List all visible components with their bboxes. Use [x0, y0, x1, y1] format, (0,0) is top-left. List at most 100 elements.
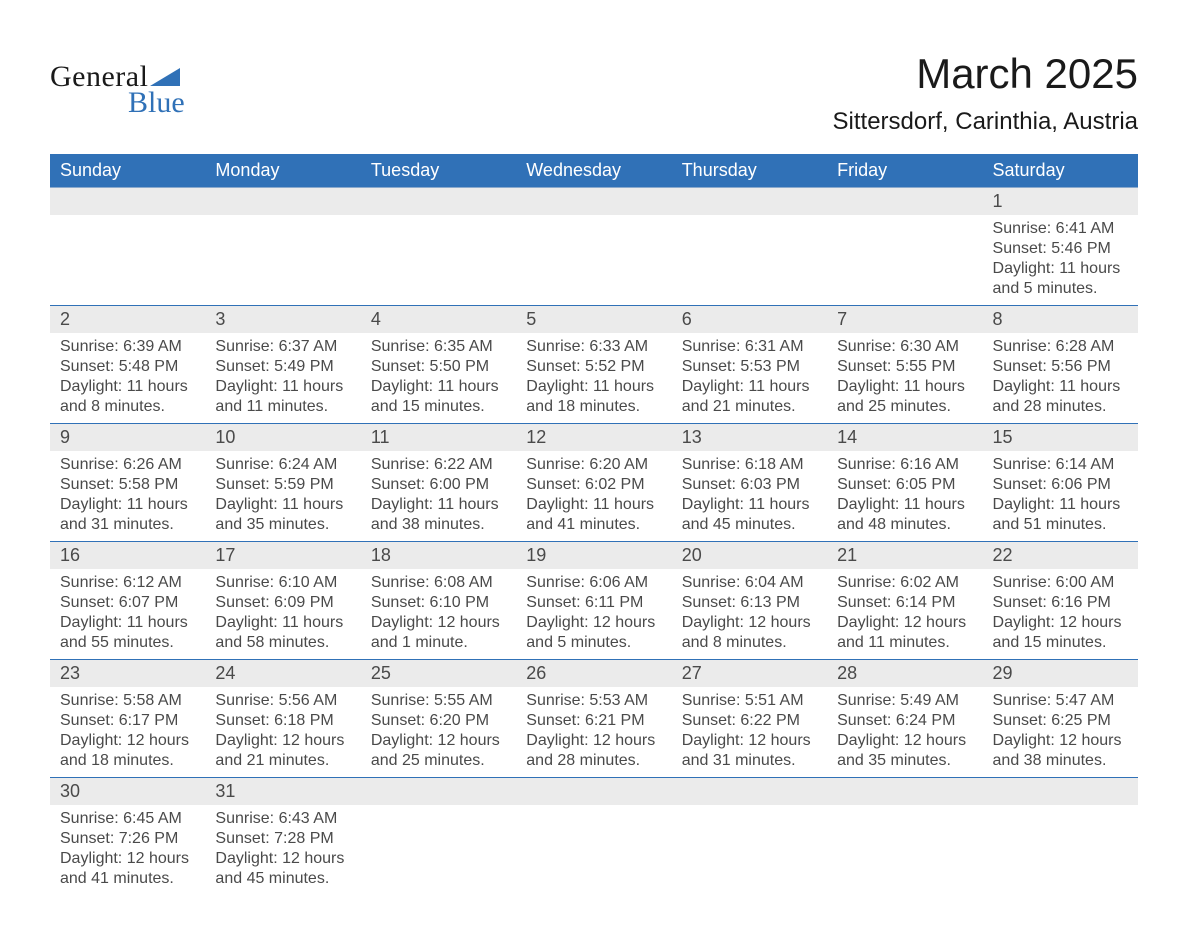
daylight-line2: and 21 minutes. — [682, 397, 817, 417]
daylight-line1: Daylight: 12 hours — [682, 731, 817, 751]
sunrise-text: Sunrise: 6:45 AM — [60, 809, 195, 829]
daylight-line2: and 45 minutes. — [682, 515, 817, 535]
day-details: Sunrise: 5:51 AMSunset: 6:22 PMDaylight:… — [672, 687, 827, 777]
sunrise-text: Sunrise: 5:53 AM — [526, 691, 661, 711]
sunrise-text: Sunrise: 6:22 AM — [371, 455, 506, 475]
daylight-line2: and 18 minutes. — [60, 751, 195, 771]
day-number: 8 — [983, 306, 1138, 333]
day-number: 19 — [516, 542, 671, 569]
day-details: Sunrise: 6:39 AMSunset: 5:48 PMDaylight:… — [50, 333, 205, 423]
day-details: Sunrise: 5:56 AMSunset: 6:18 PMDaylight:… — [205, 687, 360, 777]
daylight-line1: Daylight: 11 hours — [993, 377, 1128, 397]
day-details: Sunrise: 6:26 AMSunset: 5:58 PMDaylight:… — [50, 451, 205, 541]
sunrise-text: Sunrise: 6:33 AM — [526, 337, 661, 357]
sunrise-text: Sunrise: 6:24 AM — [215, 455, 350, 475]
daylight-line2: and 8 minutes. — [682, 633, 817, 653]
weekday-header: Wednesday — [516, 154, 671, 188]
day-number: 26 — [516, 660, 671, 687]
sunrise-text: Sunrise: 6:06 AM — [526, 573, 661, 593]
sunset-text: Sunset: 6:11 PM — [526, 593, 661, 613]
daylight-line1: Daylight: 12 hours — [682, 613, 817, 633]
daylight-line2: and 28 minutes. — [526, 751, 661, 771]
sunset-text: Sunset: 6:18 PM — [215, 711, 350, 731]
day-number: 23 — [50, 660, 205, 687]
daylight-line1: Daylight: 12 hours — [371, 613, 506, 633]
day-number: 14 — [827, 424, 982, 451]
day-details: Sunrise: 6:31 AMSunset: 5:53 PMDaylight:… — [672, 333, 827, 423]
day-number: 6 — [672, 306, 827, 333]
sunrise-text: Sunrise: 6:30 AM — [837, 337, 972, 357]
weekday-header: Saturday — [983, 154, 1138, 188]
day-number: 4 — [361, 306, 516, 333]
daylight-line1: Daylight: 11 hours — [682, 495, 817, 515]
sunset-text: Sunset: 6:25 PM — [993, 711, 1128, 731]
day-details: Sunrise: 6:33 AMSunset: 5:52 PMDaylight:… — [516, 333, 671, 423]
daydetails-row: Sunrise: 5:58 AMSunset: 6:17 PM Daylight:… — [50, 687, 1138, 778]
daydetails-row: Sunrise: 6:45 AMSunset: 7:26 PMDaylight:… — [50, 805, 1138, 895]
day-number: 24 — [205, 660, 360, 687]
day-number: 17 — [205, 542, 360, 569]
title-block: March 2025 Sittersdorf, Carinthia, Austr… — [833, 50, 1138, 136]
daylight-line1: Daylight: 12 hours — [526, 731, 661, 751]
sunset-text: Sunset: 6:22 PM — [682, 711, 817, 731]
day-number: 5 — [516, 306, 671, 333]
day-details — [361, 805, 516, 815]
weekday-header: Thursday — [672, 154, 827, 188]
sunrise-text: Sunrise: 5:58 AM — [60, 691, 195, 711]
weekday-header: Monday — [205, 154, 360, 188]
day-details: Sunrise: 6:41 AMSunset: 5:46 PMDaylight:… — [983, 215, 1138, 305]
daylight-line1: Daylight: 11 hours — [371, 495, 506, 515]
sunset-text: Sunset: 5:48 PM — [60, 357, 195, 377]
day-details — [827, 805, 982, 815]
daylight-line1: Daylight: 11 hours — [215, 495, 350, 515]
daylight-line1: Daylight: 12 hours — [526, 613, 661, 633]
day-number — [361, 778, 516, 784]
day-number: 2 — [50, 306, 205, 333]
day-details: Sunrise: 5:49 AMSunset: 6:24 PMDaylight:… — [827, 687, 982, 777]
sunrise-text: Sunrise: 6:35 AM — [371, 337, 506, 357]
daylight-line2: and 21 minutes. — [215, 751, 350, 771]
day-details: Sunrise: 6:06 AMSunset: 6:11 PMDaylight:… — [516, 569, 671, 659]
day-details: Sunrise: 5:47 AMSunset: 6:25 PMDaylight:… — [983, 687, 1138, 777]
logo: General Blue — [50, 60, 185, 120]
daylight-line1: Daylight: 12 hours — [371, 731, 506, 751]
daylight-line1: Daylight: 12 hours — [993, 731, 1128, 751]
daylight-line1: Daylight: 12 hours — [993, 613, 1128, 633]
sunrise-text: Sunrise: 6:10 AM — [215, 573, 350, 593]
sunrise-text: Sunrise: 6:37 AM — [215, 337, 350, 357]
sunset-text: Sunset: 6:17 PM — [60, 711, 195, 731]
sunrise-text: Sunrise: 6:39 AM — [60, 337, 195, 357]
day-number: 7 — [827, 306, 982, 333]
sunset-text: Sunset: 5:46 PM — [993, 239, 1128, 259]
daylight-line1: Daylight: 11 hours — [682, 377, 817, 397]
sunset-text: Sunset: 6:03 PM — [682, 475, 817, 495]
daylight-line2: and 15 minutes. — [993, 633, 1128, 653]
sunset-text: Sunset: 5:58 PM — [60, 475, 195, 495]
daylight-line2: and 5 minutes. — [526, 633, 661, 653]
daylight-line2: and 31 minutes. — [60, 515, 195, 535]
day-details: Sunrise: 6:02 AMSunset: 6:14 PMDaylight:… — [827, 569, 982, 659]
day-details: Sunrise: 5:58 AMSunset: 6:17 PMDaylight:… — [50, 687, 205, 777]
daylight-line2: and 18 minutes. — [526, 397, 661, 417]
sunset-text: Sunset: 7:26 PM — [60, 829, 195, 849]
daylight-line2: and 15 minutes. — [371, 397, 506, 417]
sunset-text: Sunset: 6:16 PM — [993, 593, 1128, 613]
sunset-text: Sunset: 5:59 PM — [215, 475, 350, 495]
sunset-text: Sunset: 6:20 PM — [371, 711, 506, 731]
sunset-text: Sunset: 6:02 PM — [526, 475, 661, 495]
sunrise-text: Sunrise: 5:56 AM — [215, 691, 350, 711]
day-number: 18 — [361, 542, 516, 569]
sunrise-text: Sunrise: 5:49 AM — [837, 691, 972, 711]
day-number — [516, 778, 671, 784]
day-number: 30 — [50, 778, 205, 805]
daynum-row: 2345678 — [50, 306, 1138, 334]
day-details: Sunrise: 6:45 AMSunset: 7:26 PMDaylight:… — [50, 805, 205, 895]
day-number: 3 — [205, 306, 360, 333]
sunrise-text: Sunrise: 6:18 AM — [682, 455, 817, 475]
sunrise-text: Sunrise: 6:16 AM — [837, 455, 972, 475]
daynum-row: 16171819202122 — [50, 542, 1138, 570]
sunset-text: Sunset: 6:07 PM — [60, 593, 195, 613]
day-details: Sunrise: 6:16 AMSunset: 6:05 PMDaylight:… — [827, 451, 982, 541]
sunrise-text: Sunrise: 5:55 AM — [371, 691, 506, 711]
day-details: Sunrise: 5:55 AMSunset: 6:20 PMDaylight:… — [361, 687, 516, 777]
